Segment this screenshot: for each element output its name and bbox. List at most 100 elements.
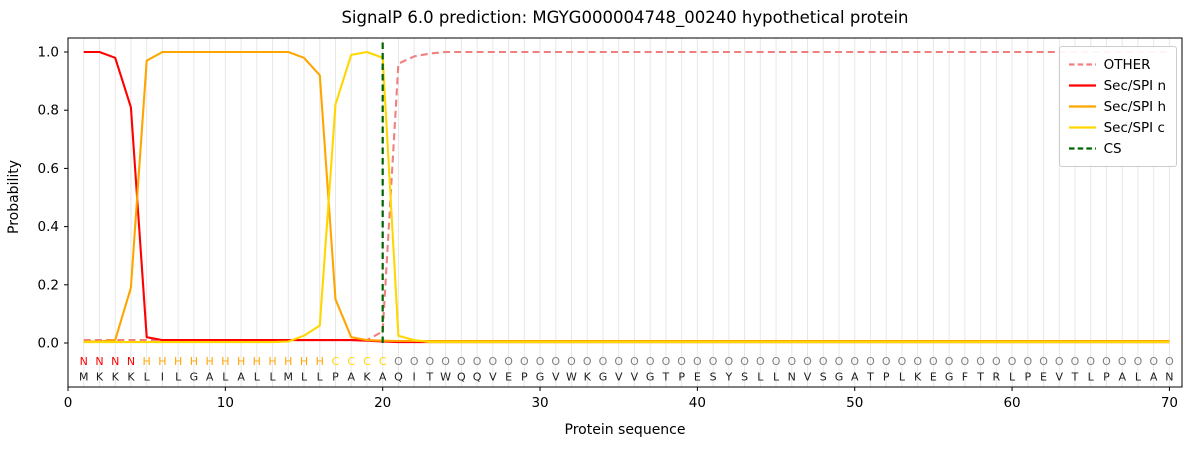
legend-label: Sec/SPI c [1103, 119, 1165, 136]
region-letter: H [190, 355, 198, 368]
region-letter: O [693, 355, 702, 368]
sequence-letter: L [899, 371, 906, 384]
sequence-letter: P [521, 371, 528, 384]
region-letter: O [614, 355, 623, 368]
region-letter: H [221, 355, 229, 368]
region-letter: C [347, 355, 355, 368]
sequence-letter: T [426, 371, 434, 384]
region-letter: O [866, 355, 875, 368]
sequence-letter: T [1071, 371, 1079, 384]
region-letter: O [709, 355, 718, 368]
region-letter: O [426, 355, 435, 368]
region-letter: O [740, 355, 749, 368]
sequence-letter: Y [724, 371, 732, 384]
sequence-letter: S [741, 371, 748, 384]
region-letter: N [127, 355, 135, 368]
region-letter: O [882, 355, 891, 368]
sequence-letter: G [646, 371, 655, 384]
chart-title: SignalP 6.0 prediction: MGYG000004748_00… [341, 8, 909, 27]
sequence-letter: N [1165, 371, 1173, 384]
region-letter: O [410, 355, 419, 368]
sequence-letter: I [161, 371, 164, 384]
region-letter: H [205, 355, 213, 368]
region-letter: H [268, 355, 276, 368]
x-tick-label: 0 [64, 395, 73, 411]
region-letter: O [1102, 355, 1111, 368]
sequence-letter: F [962, 371, 968, 384]
region-letter: O [1165, 355, 1174, 368]
legend-sample-line [1068, 146, 1096, 151]
region-letter: N [95, 355, 103, 368]
sequence-letter: P [678, 371, 685, 384]
sequence-letter: N [788, 371, 796, 384]
region-letter: O [551, 355, 560, 368]
region-letter: H [316, 355, 324, 368]
y-tick-label: 0.0 [38, 335, 59, 351]
sequence-letter: Q [394, 371, 403, 384]
sequence-letter: V [804, 371, 812, 384]
region-letter: O [1086, 355, 1095, 368]
region-letter: O [504, 355, 513, 368]
axes-spines [67, 37, 1183, 388]
sequence-letter: I [413, 371, 416, 384]
region-letter: O [1023, 355, 1032, 368]
sequence-letter: W [566, 371, 577, 384]
region-letter: O [898, 355, 907, 368]
sequence-letter: G [945, 371, 954, 384]
sequence-letter: L [301, 371, 308, 384]
sequence-letter: P [883, 371, 890, 384]
region-letter: O [394, 355, 403, 368]
region-letter: O [583, 355, 592, 368]
sequence-letter: K [363, 371, 371, 384]
sequence-letter: R [993, 371, 1001, 384]
region-letter: O [992, 355, 1001, 368]
region-letter: H [143, 355, 151, 368]
sequence-letter: T [976, 371, 984, 384]
sequence-letter: A [206, 371, 214, 384]
sequence-letter: L [1088, 371, 1095, 384]
legend-entry: OTHER [1068, 54, 1166, 75]
sequence-letter: V [552, 371, 560, 384]
sequence-letter: V [615, 371, 623, 384]
sequence-letter: G [536, 371, 545, 384]
sequence-letter: Q [457, 371, 466, 384]
sequence-letter: G [599, 371, 608, 384]
sequence-letter: K [914, 371, 922, 384]
sequence-letter: E [930, 371, 937, 384]
region-letter: O [1055, 355, 1064, 368]
sequence-letter: L [317, 371, 324, 384]
region-letter: H [174, 355, 182, 368]
legend: OTHER Sec/SPI n Sec/SPI h Sec/SPI c CS [1058, 46, 1177, 167]
sequence-letter: E [1040, 371, 1047, 384]
legend-entry: CS [1068, 138, 1166, 159]
region-letter: O [1071, 355, 1080, 368]
region-letter: O [772, 355, 781, 368]
region-letter: O [473, 355, 482, 368]
legend-sample-line [1068, 62, 1096, 67]
region-letter: O [976, 355, 985, 368]
region-letter: O [756, 355, 765, 368]
region-letter: O [725, 355, 734, 368]
sequence-letter: G [190, 371, 199, 384]
region-letter: N [80, 355, 88, 368]
legend-label: OTHER [1103, 56, 1151, 73]
region-letter: H [300, 355, 308, 368]
sequence-letter: L [175, 371, 182, 384]
legend-entry: Sec/SPI n [1068, 75, 1166, 96]
region-letter: O [1134, 355, 1143, 368]
region-letter: H [284, 355, 292, 368]
sequence-letter: P [1024, 371, 1031, 384]
x-tick-label: 20 [374, 395, 391, 411]
sequence-letter: A [851, 371, 859, 384]
sequence-letter: L [254, 371, 261, 384]
sequence-letter: L [144, 371, 151, 384]
sequence-letter: V [489, 371, 497, 384]
sequence-letter: L [1135, 371, 1142, 384]
region-letter: O [1118, 355, 1127, 368]
legend-entry: Sec/SPI h [1068, 96, 1166, 117]
legend-sample-line [1068, 83, 1096, 88]
sequence-letter: K [127, 371, 135, 384]
sequence-letter: E [505, 371, 512, 384]
region-letter: O [677, 355, 686, 368]
region-letter: O [441, 355, 450, 368]
